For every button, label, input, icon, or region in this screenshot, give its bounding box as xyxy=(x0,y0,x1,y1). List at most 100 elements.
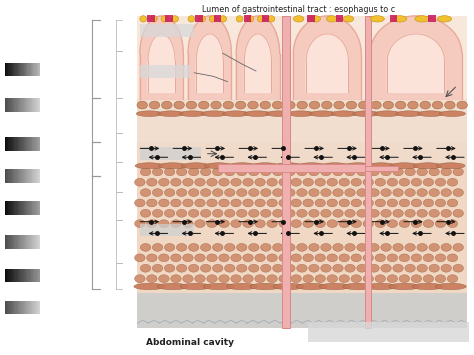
Bar xyxy=(24,169,25,183)
Circle shape xyxy=(453,209,464,217)
Circle shape xyxy=(387,220,398,228)
Circle shape xyxy=(345,209,355,217)
Circle shape xyxy=(327,199,337,207)
Circle shape xyxy=(182,275,193,283)
Bar xyxy=(137,16,467,99)
Bar xyxy=(165,15,173,22)
Circle shape xyxy=(345,244,355,251)
Bar xyxy=(38,235,39,248)
Circle shape xyxy=(225,168,235,176)
Bar xyxy=(7,169,8,183)
Polygon shape xyxy=(196,34,223,92)
Circle shape xyxy=(381,189,392,197)
Circle shape xyxy=(411,199,422,207)
Bar xyxy=(29,137,31,151)
Bar xyxy=(5,301,6,314)
Circle shape xyxy=(146,220,157,228)
Ellipse shape xyxy=(343,16,354,22)
Bar xyxy=(13,98,14,112)
Ellipse shape xyxy=(389,283,420,290)
Bar xyxy=(9,98,10,112)
Circle shape xyxy=(146,199,157,207)
Circle shape xyxy=(423,275,434,283)
Bar xyxy=(14,201,15,215)
Circle shape xyxy=(164,189,175,197)
Circle shape xyxy=(429,244,439,251)
Bar xyxy=(20,63,21,76)
Bar xyxy=(27,98,28,112)
Circle shape xyxy=(291,199,301,207)
Bar xyxy=(15,201,17,215)
Bar xyxy=(29,169,31,183)
Circle shape xyxy=(363,275,374,283)
Circle shape xyxy=(171,254,181,262)
Bar xyxy=(34,63,36,76)
Bar xyxy=(25,98,26,112)
Bar xyxy=(137,16,467,328)
Bar xyxy=(18,201,19,215)
Circle shape xyxy=(189,244,199,251)
Circle shape xyxy=(207,178,217,186)
Bar xyxy=(6,137,7,151)
Bar xyxy=(28,169,29,183)
Bar xyxy=(18,63,19,76)
Circle shape xyxy=(279,275,289,283)
Circle shape xyxy=(279,220,289,228)
Circle shape xyxy=(285,244,295,251)
Bar xyxy=(27,137,28,151)
Bar xyxy=(34,235,36,248)
Circle shape xyxy=(435,275,446,283)
Circle shape xyxy=(137,101,147,109)
Bar xyxy=(34,301,36,314)
Circle shape xyxy=(176,264,187,272)
Circle shape xyxy=(171,178,181,186)
Polygon shape xyxy=(370,16,462,99)
Bar xyxy=(23,269,24,282)
Circle shape xyxy=(315,220,326,228)
Circle shape xyxy=(339,254,349,262)
Circle shape xyxy=(297,264,307,272)
Circle shape xyxy=(375,254,385,262)
Bar xyxy=(31,301,32,314)
Circle shape xyxy=(140,189,151,197)
Ellipse shape xyxy=(150,16,157,22)
Circle shape xyxy=(182,220,193,228)
Bar xyxy=(15,169,17,183)
Bar xyxy=(31,235,32,248)
Bar xyxy=(28,301,29,314)
Bar xyxy=(307,15,315,22)
Circle shape xyxy=(297,101,307,109)
Bar xyxy=(5,137,6,151)
Circle shape xyxy=(375,275,385,283)
Bar xyxy=(27,301,28,314)
Circle shape xyxy=(453,264,464,272)
Circle shape xyxy=(399,275,410,283)
Bar xyxy=(32,201,33,215)
Circle shape xyxy=(176,209,187,217)
Circle shape xyxy=(309,101,319,109)
Bar xyxy=(9,235,10,248)
Bar xyxy=(5,201,6,215)
Bar xyxy=(5,269,6,282)
Bar xyxy=(17,301,18,314)
Circle shape xyxy=(231,178,241,186)
Ellipse shape xyxy=(228,163,256,169)
Ellipse shape xyxy=(223,111,249,116)
Bar xyxy=(38,137,39,151)
Ellipse shape xyxy=(413,163,442,169)
Circle shape xyxy=(375,199,385,207)
Circle shape xyxy=(135,178,145,186)
Circle shape xyxy=(201,189,211,197)
Bar xyxy=(15,269,17,282)
Circle shape xyxy=(273,101,283,109)
Bar xyxy=(33,98,34,112)
Bar xyxy=(6,301,7,314)
Circle shape xyxy=(363,199,374,207)
Ellipse shape xyxy=(310,111,336,116)
Bar xyxy=(32,169,33,183)
Circle shape xyxy=(351,275,362,283)
Circle shape xyxy=(219,254,229,262)
Circle shape xyxy=(267,254,277,262)
Ellipse shape xyxy=(236,16,243,22)
Ellipse shape xyxy=(199,16,205,22)
